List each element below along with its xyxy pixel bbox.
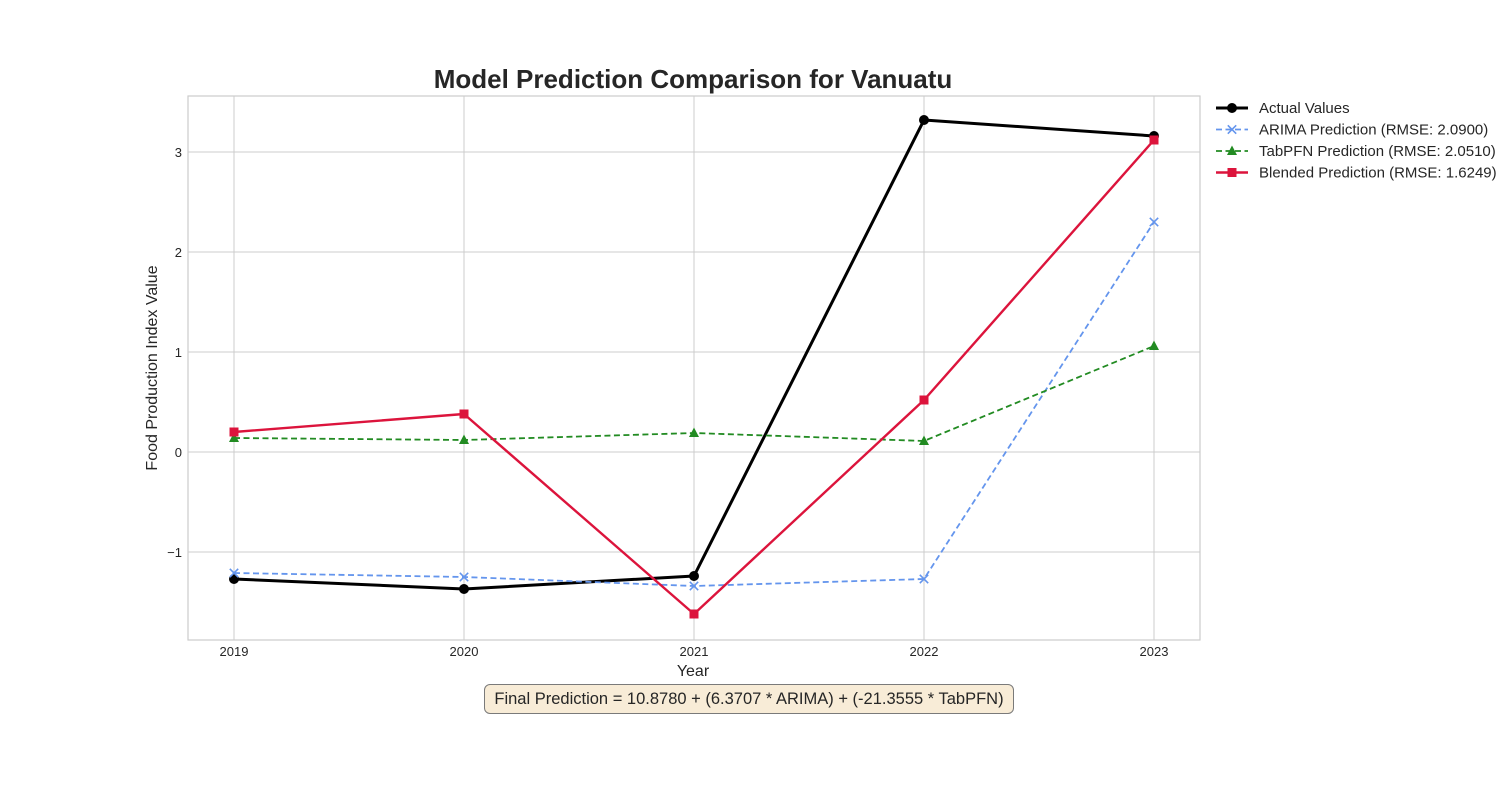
legend-label: ARIMA Prediction (RMSE: 2.0900)	[1259, 122, 1488, 139]
data-point	[919, 435, 929, 445]
y-axis-label: Food Production Index Value	[144, 265, 161, 470]
series-4	[229, 135, 1159, 619]
data-point	[229, 432, 239, 442]
legend-item: TabPFN Prediction (RMSE: 2.0510)	[1216, 143, 1496, 160]
x-tick-label: 2022	[910, 644, 939, 659]
data-point	[229, 568, 239, 578]
legend-marker	[1227, 124, 1237, 135]
data-point	[459, 584, 469, 594]
data-point	[689, 427, 699, 437]
x-tick-label: 2021	[680, 644, 709, 659]
y-tick-label: 3	[175, 145, 182, 160]
legend-item: Actual Values	[1216, 100, 1350, 117]
grid-layer	[188, 96, 1200, 640]
legend-item: ARIMA Prediction (RMSE: 2.0900)	[1216, 122, 1488, 139]
legend-label: Actual Values	[1259, 100, 1350, 117]
legend-label: TabPFN Prediction (RMSE: 2.0510)	[1259, 143, 1496, 160]
data-point	[1149, 135, 1159, 145]
data-point	[459, 572, 469, 582]
legend-marker	[1227, 103, 1237, 113]
data-point	[229, 427, 239, 437]
legend-marker	[1227, 168, 1237, 177]
y-tick-label: −1	[167, 545, 182, 560]
data-point	[919, 115, 929, 125]
series-layer	[229, 115, 1159, 619]
legend: Actual Values ARIMA Prediction (RMSE: 2.0…	[1216, 100, 1497, 182]
formula-annotation: Final Prediction = 10.8780 + (6.3707 * A…	[484, 684, 1014, 714]
data-point	[919, 395, 929, 405]
chart-title: Model Prediction Comparison for Vanuatu	[434, 64, 953, 94]
legend-label: Blended Prediction (RMSE: 1.6249)	[1259, 165, 1497, 182]
data-point	[689, 581, 699, 591]
data-point	[1149, 340, 1159, 350]
series-2	[229, 217, 1159, 591]
data-point	[459, 409, 469, 419]
data-point	[689, 571, 699, 581]
x-tick-label: 2020	[450, 644, 479, 659]
y-tick-label: 1	[175, 345, 182, 360]
data-point	[919, 574, 929, 584]
series-3	[229, 340, 1159, 445]
data-point	[1149, 217, 1159, 227]
y-tick-label: 0	[175, 445, 182, 460]
y-tick-label: 2	[175, 245, 182, 260]
data-point	[689, 609, 699, 619]
legend-item: Blended Prediction (RMSE: 1.6249)	[1216, 165, 1497, 182]
plot-frame	[187, 95, 1201, 641]
x-tick-label: 2019	[220, 644, 249, 659]
legend-marker	[1227, 145, 1237, 155]
tick-layer: 2019 2020 2021 2022 2023 −1 0 1 2 3	[167, 145, 1168, 659]
x-axis-label: Year	[677, 663, 710, 680]
data-point	[459, 434, 469, 444]
x-tick-label: 2023	[1140, 644, 1169, 659]
